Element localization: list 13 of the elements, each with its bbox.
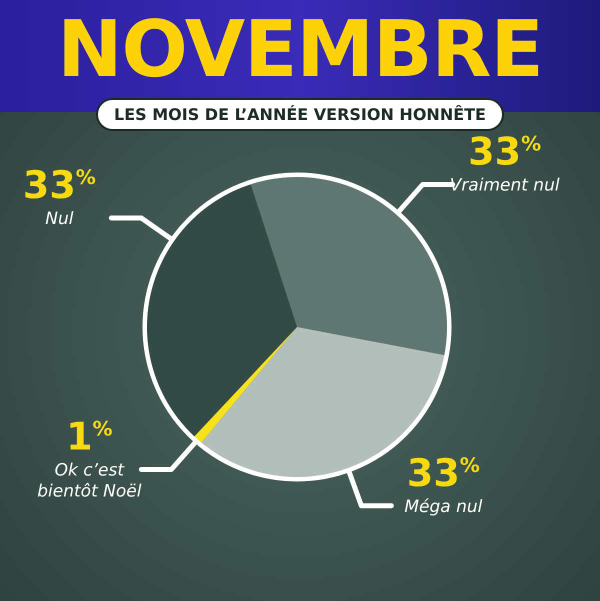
data-label: 1$^{%}$ [66, 414, 113, 459]
pie-slice [147, 184, 297, 436]
slice-label: Vraiment nul [450, 175, 560, 196]
pie-slice [250, 177, 447, 356]
slice-label: Méga nul [404, 496, 483, 517]
slice-label: Nul [45, 209, 74, 230]
pie-slice [194, 327, 297, 443]
chart-title: NOVEMBRE [56, 4, 544, 96]
data-label: 33$^{%}$ [406, 450, 480, 495]
slice-label: Ok c’est bientôt Noël [37, 460, 142, 502]
chart-subtitle: LES MOIS DE L’ANNÉE VERSION HONNÊTE [96, 98, 504, 131]
data-label: 33$^{%}$ [468, 129, 542, 174]
data-label: 33$^{%}$ [22, 163, 96, 208]
